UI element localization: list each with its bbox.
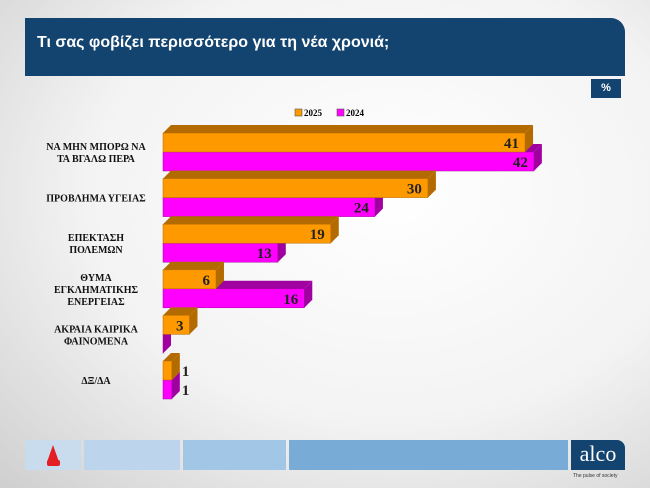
bar-top xyxy=(163,307,198,316)
category-label: ΕΓΚΛΗΜΑΤΙΚΗΣ xyxy=(54,285,139,296)
data-label: 30 xyxy=(407,182,422,198)
alco-tagline: The pulse of society xyxy=(573,473,618,479)
bar-top xyxy=(163,353,180,361)
footer-band xyxy=(84,440,180,470)
data-label: 6 xyxy=(202,273,210,289)
data-label: 42 xyxy=(513,155,528,171)
legend-swatch xyxy=(336,108,345,117)
bar-2025 xyxy=(162,269,217,290)
bar-side xyxy=(533,144,542,171)
bar-2025 xyxy=(162,360,173,381)
bar-side xyxy=(215,261,224,289)
bar-2024 xyxy=(162,379,173,400)
bar-side xyxy=(171,353,180,380)
bar-side xyxy=(525,125,534,152)
bar-side xyxy=(304,280,313,308)
bar-2024 xyxy=(162,288,305,309)
data-label: 41 xyxy=(504,136,519,152)
category-label: ΠΟΛΕΜΩΝ xyxy=(69,245,123,256)
bar-side xyxy=(189,307,198,335)
bar-side xyxy=(171,372,180,399)
category-label: ΝΑ ΜΗΝ ΜΠΟΡΩ ΝΑ xyxy=(46,142,146,153)
unit-badge: % xyxy=(591,79,621,98)
footer-band xyxy=(183,440,286,470)
data-label: 1 xyxy=(182,364,190,380)
bar-top xyxy=(163,125,534,133)
bar-2025 xyxy=(162,178,429,198)
data-label: 24 xyxy=(354,201,370,217)
data-label: 3 xyxy=(176,318,184,334)
bar-2024 xyxy=(162,197,376,217)
bar-2025 xyxy=(162,223,332,244)
category-label: ΔΞ/ΔΑ xyxy=(81,376,111,387)
data-label: 1 xyxy=(182,383,190,399)
category-label: ΠΡΟΒΛΗΜΑ ΥΓΕΙΑΣ xyxy=(46,194,146,205)
legend-swatch xyxy=(294,108,303,117)
footer-band xyxy=(289,440,568,470)
legend-label: 2025 xyxy=(304,108,323,118)
page-title: Τι σας φοβίζει περισσότερο για τη νέα χρ… xyxy=(37,34,390,51)
data-label: 16 xyxy=(283,292,299,308)
bar-side xyxy=(330,216,339,244)
alpha-news-logo xyxy=(25,440,81,470)
category-label: ΘΥΜΑ xyxy=(80,273,112,284)
alco-logo: alco xyxy=(571,440,625,470)
category-label: ΤΑ ΒΓΑΛΩ ΠΕΡΑ xyxy=(57,154,136,165)
bar-2025 xyxy=(162,315,190,335)
bar-top xyxy=(163,261,224,270)
category-label: ΦΑΙΝΟΜΕΝΑ xyxy=(64,336,129,347)
category-label: ΕΠΕΚΤΑΣΗ xyxy=(68,233,124,244)
bar-top xyxy=(163,216,339,225)
bar-top xyxy=(163,170,436,179)
category-label: ΕΝΕΡΓΕΙΑΣ xyxy=(67,297,125,308)
bar-side xyxy=(427,170,436,198)
legend-label: 2024 xyxy=(346,108,365,118)
header-bar: Τι σας φοβίζει περισσότερο για τη νέα χρ… xyxy=(25,18,625,76)
category-label: ΑΚΡΑΙΑ ΚΑΙΡΙΚΑ xyxy=(54,324,139,335)
data-label: 19 xyxy=(310,227,325,243)
bar-2024 xyxy=(162,151,535,172)
data-label: 13 xyxy=(257,246,272,262)
bar-2025 xyxy=(162,132,526,153)
